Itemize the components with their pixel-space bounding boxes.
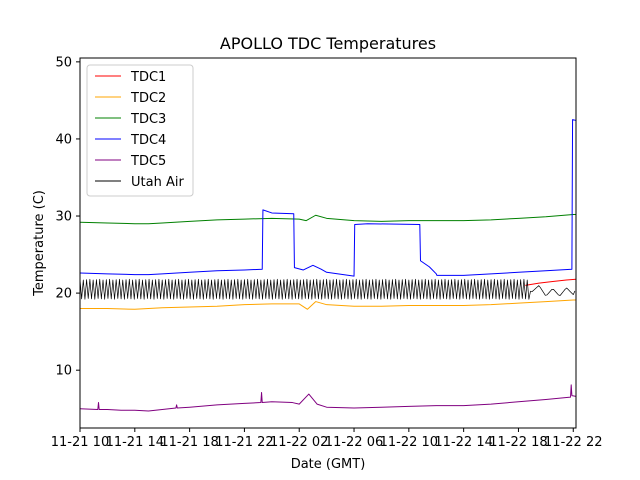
- chart-title: APOLLO TDC Temperatures: [220, 34, 436, 53]
- x-tick-label: 11-22 14: [434, 435, 492, 450]
- x-tick-label: 11-22 02: [270, 435, 328, 450]
- series-line-tdc3: [79, 213, 576, 225]
- series-line-tdc4: [79, 119, 577, 277]
- legend-box: [86, 64, 194, 197]
- y-tick-label: 20: [55, 287, 72, 302]
- legend-label-tdc5: TDC5: [130, 154, 166, 169]
- series-line-tdc1: [525, 278, 577, 286]
- x-axis-label: Date (GMT): [291, 457, 366, 472]
- plot-frame: [79, 57, 577, 429]
- x-tick-label: 11-22 10: [380, 435, 438, 450]
- x-tick-label: 11-21 14: [106, 435, 164, 450]
- y-tick-label: 50: [55, 55, 72, 70]
- y-ticks: 10 20 30 40 50: [55, 55, 80, 379]
- series-line-tdc2: [80, 299, 576, 310]
- x-tick-label: 11-22 22: [544, 435, 602, 450]
- legend-label-tdc2: TDC2: [130, 91, 166, 106]
- y-tick-label: 30: [55, 210, 72, 225]
- x-tick-label: 11-22 06: [325, 435, 383, 450]
- legend-label-tdc4: TDC4: [130, 133, 166, 148]
- x-tick-label: 11-21 10: [51, 435, 109, 450]
- legend-label-utah-air: Utah Air: [131, 175, 184, 190]
- y-axis-label: Temperature (C): [32, 190, 47, 297]
- x-tick-label: 11-22 18: [489, 435, 547, 450]
- legend-label-tdc1: TDC1: [130, 70, 166, 85]
- legend-label-tdc3: TDC3: [130, 112, 166, 127]
- x-tick-label: 11-21 18: [160, 435, 218, 450]
- legend: TDC1 TDC2 TDC3 TDC4 TDC5 Utah Air: [86, 64, 194, 197]
- y-tick-label: 40: [55, 132, 72, 147]
- series-layer: [79, 119, 577, 412]
- y-tick-label: 10: [55, 364, 72, 379]
- series-line-utah-air: [79, 278, 576, 300]
- x-tick-label: 11-21 22: [215, 435, 273, 450]
- series-line-tdc5: [79, 384, 577, 412]
